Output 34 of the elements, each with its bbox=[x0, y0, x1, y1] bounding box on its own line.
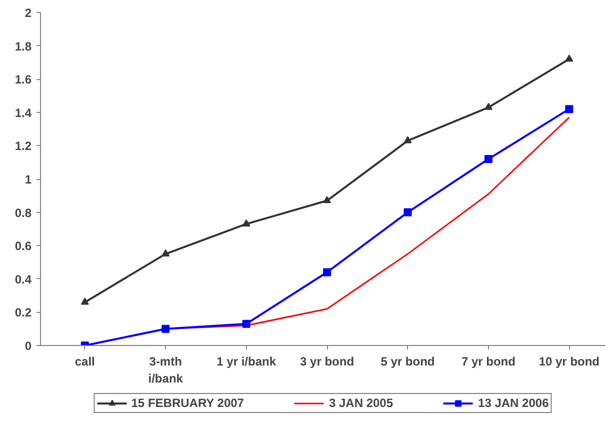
point bbox=[242, 320, 250, 328]
point bbox=[242, 219, 250, 226]
point bbox=[565, 105, 574, 114]
point bbox=[80, 298, 89, 305]
point bbox=[484, 102, 492, 110]
x-tick-label: 7 yr bond bbox=[461, 354, 516, 368]
x-tick-label: 3-mth i/bank bbox=[148, 354, 184, 386]
x-tick-label: 5 yr bond bbox=[380, 354, 435, 368]
y-tick-label: 2 bbox=[24, 6, 32, 20]
point bbox=[404, 136, 412, 144]
x-tick-label: call bbox=[74, 354, 95, 368]
point bbox=[323, 196, 332, 204]
point bbox=[162, 324, 170, 333]
x-tick-label: 1 yr i/bank bbox=[216, 354, 276, 368]
y-tick-label: 1.8 bbox=[14, 39, 32, 54]
point bbox=[404, 208, 412, 216]
legend-label: 13 JAN 2006 bbox=[478, 396, 549, 410]
y-tick-label: 0.4 bbox=[14, 272, 32, 286]
point bbox=[323, 268, 332, 276]
x-tick-label: 3 yr bond bbox=[300, 354, 354, 368]
point bbox=[162, 249, 170, 256]
y-tick-label: 0.2 bbox=[14, 306, 32, 320]
y-tick-label: 0.8 bbox=[14, 206, 32, 220]
y-tick-label: 1.2 bbox=[14, 139, 32, 154]
legend-label: 3 JAN 2005 bbox=[328, 396, 394, 410]
y-tick-label: 1.4 bbox=[14, 106, 32, 120]
point bbox=[565, 54, 574, 62]
y-tick-label: 0 bbox=[24, 339, 32, 353]
y-tick-label: 1.6 bbox=[14, 72, 32, 87]
x-tick-label: 10 yr bond bbox=[538, 354, 600, 368]
point bbox=[484, 155, 492, 164]
y-tick-label: 0.6 bbox=[14, 239, 32, 254]
y-tick-label: 1 bbox=[24, 172, 32, 186]
legend-label: 15 FEBRUARY 2007 bbox=[131, 396, 244, 410]
